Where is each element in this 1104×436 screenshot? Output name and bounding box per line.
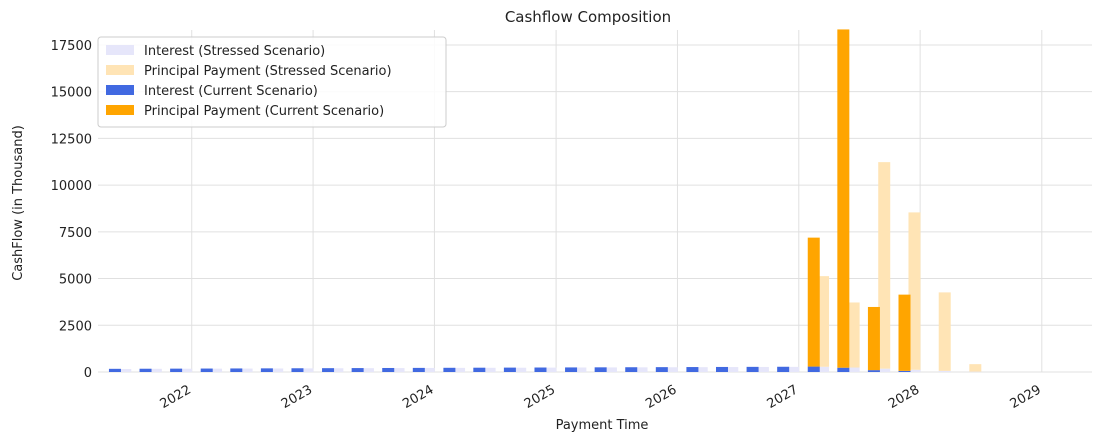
bar-interest: [625, 367, 638, 372]
x-tick-label: 2022: [158, 382, 194, 412]
bar-interest: [149, 368, 162, 372]
bar-interest: [382, 367, 395, 372]
x-tick-label: 2023: [279, 382, 315, 412]
bar-principal: [898, 294, 911, 371]
bar-principal: [878, 162, 891, 369]
bar-interest: [322, 368, 335, 372]
bar-interest: [544, 367, 557, 372]
bar-interest: [746, 366, 759, 372]
bar-interest: [514, 367, 527, 372]
y-tick-label: 17500: [51, 39, 92, 54]
bar-interest: [170, 368, 183, 372]
legend-swatch: [106, 85, 134, 95]
x-tick-label: 2027: [765, 382, 801, 412]
bar-interest: [301, 368, 314, 372]
bar-interest: [908, 369, 921, 372]
legend-label: Principal Payment (Stressed Scenario): [144, 64, 392, 79]
y-tick-label: 12500: [51, 132, 92, 147]
bar-interest: [200, 368, 213, 372]
legend-swatch: [106, 45, 134, 55]
bar-interest: [139, 368, 152, 372]
y-tick-label: 10000: [51, 179, 92, 194]
bar-interest: [392, 368, 405, 372]
bar-interest: [565, 367, 578, 372]
bar-interest: [777, 366, 790, 372]
x-tick-label: 2025: [522, 382, 558, 412]
bar-interest: [604, 367, 617, 372]
bar-interest: [361, 368, 374, 372]
bar-principal: [969, 364, 982, 372]
bar-interest: [847, 367, 860, 372]
y-tick-label: 7500: [59, 226, 92, 241]
y-tick-label: 15000: [51, 86, 92, 101]
bar-principal: [867, 306, 880, 371]
legend-label: Principal Payment (Current Scenario): [144, 104, 384, 119]
y-tick-label: 0: [84, 366, 92, 381]
bar-interest: [878, 368, 891, 372]
bar-principal: [817, 276, 830, 367]
bar-interest: [443, 367, 456, 372]
bar-interest: [503, 367, 516, 372]
bar-interest: [271, 368, 284, 372]
x-tick-label: 2026: [643, 382, 679, 412]
bar-interest: [807, 366, 820, 372]
legend-label: Interest (Stressed Scenario): [144, 44, 325, 59]
bar-interest: [867, 370, 880, 372]
bar-interest: [331, 368, 344, 372]
bar-principal: [837, 29, 850, 368]
bar-principal: [938, 292, 951, 371]
bar-interest: [230, 368, 243, 372]
bar-interest: [655, 367, 668, 372]
x-tick-label: 2024: [400, 382, 436, 412]
legend-box: [97, 36, 447, 128]
bar-interest: [837, 367, 850, 372]
bar-interest: [715, 366, 728, 372]
bar-interest: [119, 369, 132, 372]
y-tick-label: 5000: [59, 273, 92, 288]
bar-interest: [898, 370, 911, 372]
bars-group: [108, 29, 982, 372]
y-axis-label: CashFlow (in Thousand): [11, 125, 26, 281]
bar-interest: [412, 367, 425, 372]
x-axis-label: Payment Time: [556, 418, 649, 433]
bar-interest: [665, 367, 678, 372]
bar-interest: [686, 367, 699, 372]
bar-principal: [807, 237, 820, 367]
bar-interest: [938, 370, 951, 372]
bar-interest: [422, 367, 435, 372]
legend-swatch: [106, 105, 134, 115]
bar-interest: [594, 367, 607, 372]
bar-interest: [260, 368, 273, 372]
bar-interest: [240, 368, 253, 372]
bar-interest: [180, 368, 193, 372]
bar-interest: [817, 366, 830, 372]
x-tick-label: 2029: [1008, 382, 1044, 412]
bar-interest: [534, 367, 547, 372]
bar-interest: [473, 367, 486, 372]
bar-interest: [574, 367, 587, 372]
bar-interest: [453, 367, 466, 372]
bar-interest: [108, 368, 121, 372]
legend: Interest (Stressed Scenario) Principal Pa…: [97, 36, 447, 128]
chart-title: Cashflow Composition: [505, 8, 671, 26]
bar-interest: [635, 367, 648, 372]
bar-interest: [695, 367, 708, 372]
bar-interest: [483, 367, 496, 372]
legend-label: Interest (Current Scenario): [144, 84, 318, 99]
bar-interest: [787, 366, 800, 372]
legend-swatch: [106, 65, 134, 75]
bar-interest: [210, 368, 223, 372]
bar-interest: [756, 366, 769, 372]
y-tick-label: 2500: [59, 319, 92, 334]
bar-principal: [908, 212, 921, 370]
bar-principal: [847, 302, 860, 368]
bar-interest: [351, 368, 364, 372]
x-tick-label: 2028: [886, 382, 922, 412]
bar-interest: [726, 367, 739, 372]
bar-interest: [291, 368, 304, 372]
